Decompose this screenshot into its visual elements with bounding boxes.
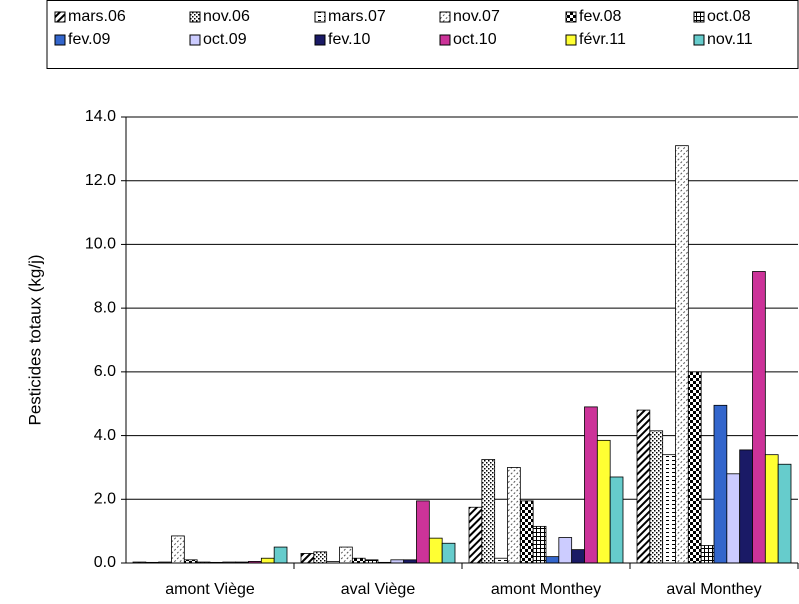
- legend-label: nov.11: [707, 31, 753, 48]
- legend-swatch: [54, 34, 66, 46]
- bar: [494, 557, 508, 564]
- legend-label: oct.09: [203, 31, 247, 48]
- bar: [351, 557, 366, 564]
- bar: [416, 500, 430, 564]
- bar: [739, 449, 753, 564]
- legend-swatch: [189, 34, 201, 46]
- bar: [468, 506, 483, 564]
- bar: [519, 500, 534, 564]
- bar: [726, 473, 741, 564]
- bar: [584, 406, 598, 564]
- legend-swatch: [565, 34, 577, 46]
- bar: [313, 551, 328, 564]
- legend-swatch: [54, 11, 66, 23]
- bar: [300, 553, 315, 564]
- x-tick-label: aval Viège: [341, 581, 416, 598]
- bar: [571, 549, 585, 564]
- legend-label: oct.10: [453, 31, 497, 48]
- y-tick-label: 0.0: [94, 554, 116, 571]
- legend-label: fev.10: [328, 31, 371, 48]
- bar: [649, 430, 664, 564]
- legend-swatch: [314, 34, 326, 46]
- bar: [662, 454, 676, 564]
- x-tick-label: amont Monthey: [491, 581, 601, 598]
- legend-swatch: [439, 34, 451, 46]
- bar: [713, 404, 728, 564]
- legend-label: fev.08: [579, 8, 622, 25]
- legend-box: [46, 0, 799, 69]
- legend-label: nov.07: [453, 8, 500, 25]
- bar: [596, 439, 611, 564]
- bar: [609, 476, 624, 564]
- bar: [764, 454, 779, 564]
- bar: [687, 371, 702, 564]
- bar: [339, 546, 353, 564]
- bar: [675, 145, 689, 564]
- bar: [481, 459, 496, 564]
- bar: [260, 557, 275, 564]
- bar: [558, 537, 573, 564]
- x-tick-label: amont Viège: [165, 581, 255, 598]
- bar: [441, 542, 456, 564]
- y-tick-label: 2.0: [94, 491, 116, 508]
- legend-label: nov.06: [203, 8, 250, 25]
- legend-label: fev.09: [68, 31, 111, 48]
- legend-label: mars.07: [328, 8, 386, 25]
- legend-swatch: [189, 11, 201, 23]
- bar: [777, 463, 792, 564]
- bar: [752, 271, 766, 564]
- bar: [545, 556, 560, 564]
- legend-label: mars.06: [68, 8, 126, 25]
- bar: [700, 545, 715, 564]
- y-tick-label: 6.0: [94, 363, 116, 380]
- bar: [428, 537, 443, 564]
- y-tick-label: 10.0: [85, 236, 116, 253]
- bar: [636, 409, 651, 564]
- legend-swatch: [314, 11, 326, 23]
- legend-label: oct.08: [707, 8, 751, 25]
- y-tick-label: 4.0: [94, 427, 116, 444]
- bar: [507, 467, 521, 564]
- legend-swatch: [693, 11, 705, 23]
- y-tick-label: 12.0: [85, 172, 116, 189]
- bar: [171, 535, 185, 564]
- x-tick-label: aval Monthey: [666, 581, 761, 598]
- bar: [273, 546, 288, 564]
- legend-label: févr.11: [579, 31, 626, 48]
- legend-swatch: [693, 34, 705, 46]
- y-tick-label: 8.0: [94, 299, 116, 316]
- y-tick-label: 14.0: [85, 108, 116, 125]
- y-axis-title: Pesticides totaux (kg/j): [25, 254, 44, 425]
- bar: [532, 525, 547, 564]
- legend-swatch: [439, 11, 451, 23]
- legend-swatch: [565, 11, 577, 23]
